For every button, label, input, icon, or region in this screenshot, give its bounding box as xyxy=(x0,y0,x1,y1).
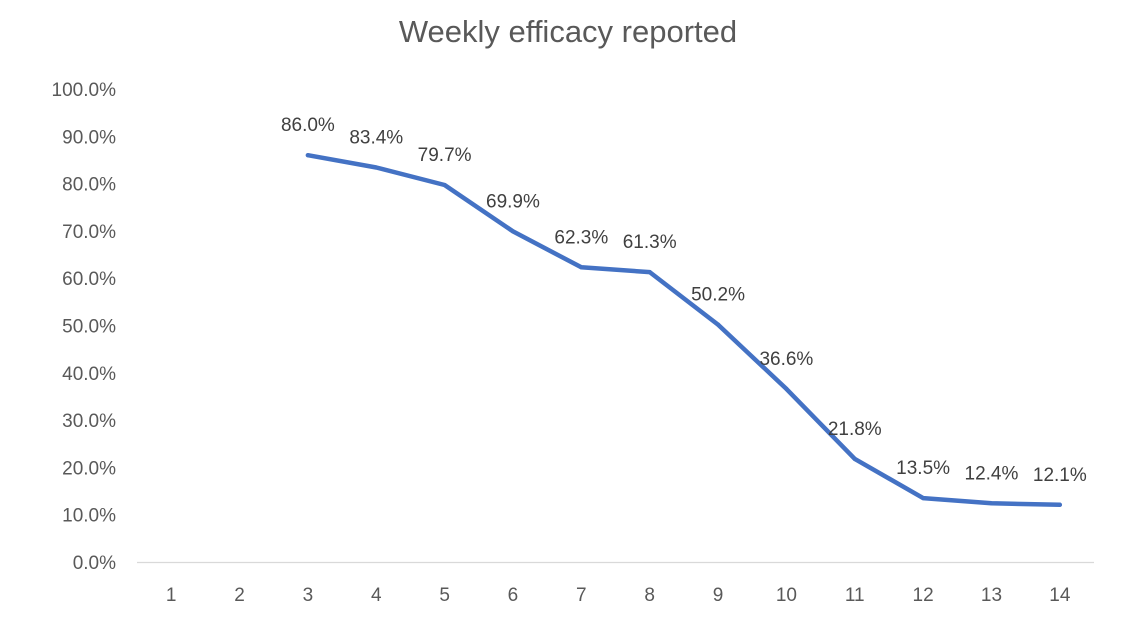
data-point xyxy=(852,456,857,461)
x-tick-label: 13 xyxy=(981,585,1002,606)
x-tick-label: 6 xyxy=(508,585,519,606)
data-label: 83.4% xyxy=(349,128,403,149)
x-tick-label: 14 xyxy=(1049,585,1071,606)
data-label: 62.3% xyxy=(554,227,608,248)
data-label: 21.8% xyxy=(828,419,882,440)
x-tick-label: 9 xyxy=(713,585,724,606)
data-point xyxy=(510,229,515,234)
data-point xyxy=(305,153,310,158)
x-tick-label: 4 xyxy=(371,585,382,606)
data-point xyxy=(921,496,926,501)
data-point xyxy=(989,501,994,506)
data-label: 36.6% xyxy=(759,349,813,370)
x-tick-label: 8 xyxy=(644,585,655,606)
data-point xyxy=(442,183,447,188)
x-tick-label: 12 xyxy=(913,585,934,606)
y-tick-label: 100.0% xyxy=(52,80,117,101)
data-label: 12.1% xyxy=(1033,465,1087,486)
data-point xyxy=(784,386,789,391)
y-tick-label: 50.0% xyxy=(62,317,116,338)
x-tick-label: 1 xyxy=(166,585,177,606)
data-point xyxy=(647,270,652,275)
y-tick-label: 90.0% xyxy=(62,127,116,148)
data-label: 50.2% xyxy=(691,285,745,306)
x-tick-label: 11 xyxy=(845,585,865,606)
data-label: 79.7% xyxy=(418,145,472,166)
data-point xyxy=(1057,502,1062,507)
series-line xyxy=(305,152,1063,508)
data-point xyxy=(374,165,379,170)
data-label: 69.9% xyxy=(486,191,540,212)
y-tick-label: 40.0% xyxy=(62,364,116,385)
y-tick-label: 60.0% xyxy=(62,269,116,290)
y-tick-label: 70.0% xyxy=(62,222,116,243)
x-tick-label: 10 xyxy=(776,585,797,606)
y-tick-label: 0.0% xyxy=(73,553,116,574)
y-tick-label: 80.0% xyxy=(62,175,116,196)
data-point xyxy=(579,265,584,270)
x-tick-label: 7 xyxy=(576,585,587,606)
x-tick-label: 3 xyxy=(303,585,314,606)
y-tick-label: 20.0% xyxy=(62,458,116,479)
chart-title: Weekly efficacy reported xyxy=(398,14,738,49)
x-tick-label: 5 xyxy=(439,585,450,606)
x-tick-label: 2 xyxy=(234,585,245,606)
y-tick-label: 10.0% xyxy=(62,506,116,527)
data-label: 86.0% xyxy=(281,115,335,136)
data-point xyxy=(716,322,721,327)
data-label: 61.3% xyxy=(623,232,677,253)
data-label: 12.4% xyxy=(965,463,1019,484)
data-label: 13.5% xyxy=(896,458,950,479)
y-tick-label: 30.0% xyxy=(62,411,116,432)
